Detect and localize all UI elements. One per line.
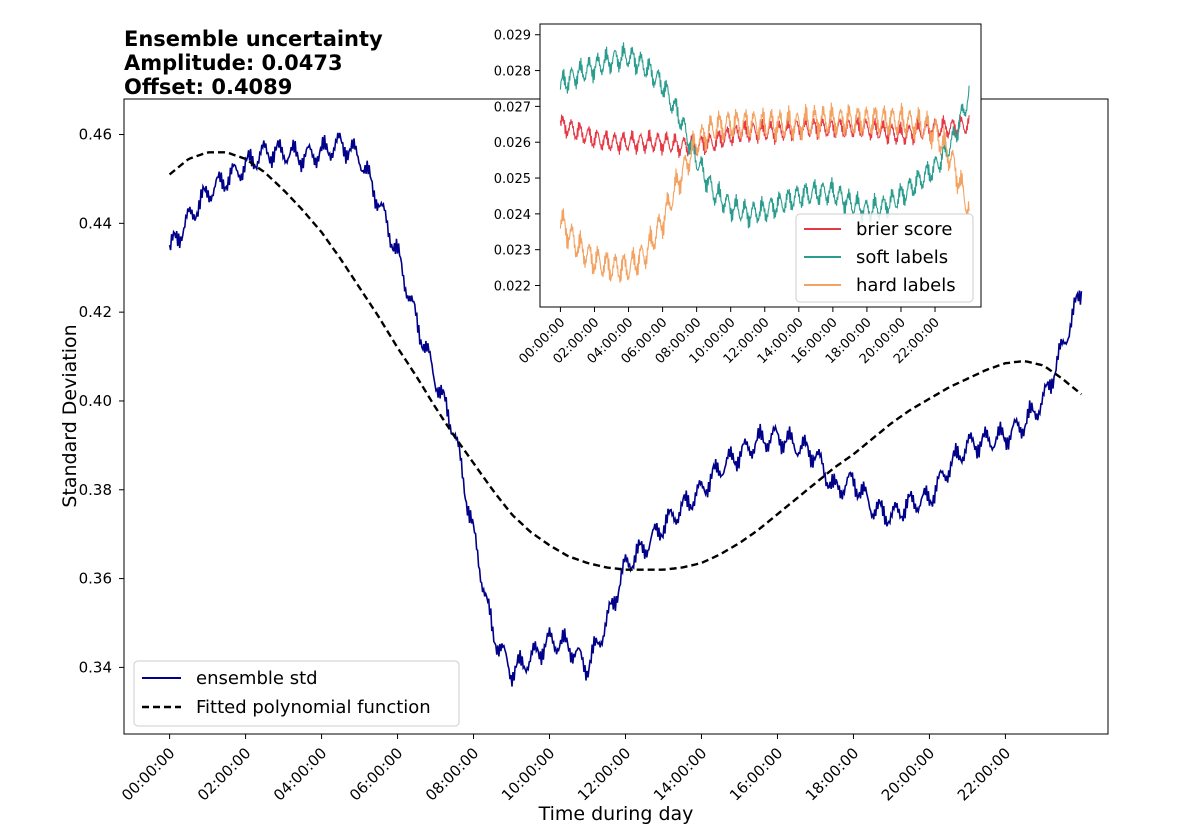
chart-title-line-3: Offset: 0.4089 (124, 75, 292, 99)
inset-y-ticks: 0.022 0.023 0.024 0.025 0.026 0.027 0.028 0.029 (494, 29, 540, 295)
inset-series-lines (559, 42, 970, 283)
main-y-ticks: 0.34 0.36 0.38 0.40 0.42 0.44 0.46 (79, 126, 124, 676)
legend-label-ensemble-std: ensemble std (196, 668, 318, 689)
series-line-soft-labels (559, 42, 970, 229)
chart-title-line-1: Ensemble uncertainty (124, 27, 383, 51)
main-y-tick-label: 0.46 (79, 126, 112, 144)
main-y-tick-label: 0.40 (79, 392, 112, 410)
y-axis-label: Standard Deviation (59, 324, 81, 507)
main-legend: ensemble std Fitted polynomial function (133, 660, 460, 727)
legend-label-fitted-polynomial: Fitted polynomial function (196, 697, 431, 718)
legend-label-hard-labels: hard labels (856, 275, 956, 296)
legend-label-soft-labels: soft labels (856, 247, 948, 268)
inset-legend-box (795, 213, 974, 303)
main-y-tick-label: 0.34 (79, 658, 112, 676)
main-y-tick-label: 0.36 (79, 570, 112, 588)
series-line-ensemble-std (168, 132, 1083, 687)
main-y-tick-label: 0.42 (79, 303, 112, 321)
main-series-lines (168, 132, 1083, 687)
inset-y-tick-label: 0.029 (494, 29, 531, 44)
chart-title-line-2: Amplitude: 0.0473 (124, 51, 343, 75)
inset-y-tick-label: 0.027 (494, 100, 531, 115)
inset-y-tick-label: 0.024 (494, 208, 531, 223)
main-y-tick-label: 0.44 (79, 214, 112, 232)
legend-label-brier-score: brier score (856, 219, 952, 240)
inset-y-tick-label: 0.022 (494, 280, 531, 295)
inset-y-tick-label: 0.025 (494, 172, 531, 187)
series-line-brier-score (559, 114, 970, 158)
inset-y-tick-label: 0.026 (494, 136, 531, 151)
series-line-hard-labels (559, 102, 970, 283)
main-legend-box (133, 660, 460, 727)
main-y-tick-label: 0.38 (79, 481, 112, 499)
series-line-fitted-polynomial (168, 151, 1083, 571)
inset-y-tick-label: 0.023 (494, 244, 531, 259)
inset-y-tick-label: 0.028 (494, 65, 531, 80)
x-axis-label: Time during day (538, 803, 694, 825)
inset-legend: brier score soft labels hard labels (795, 213, 974, 303)
